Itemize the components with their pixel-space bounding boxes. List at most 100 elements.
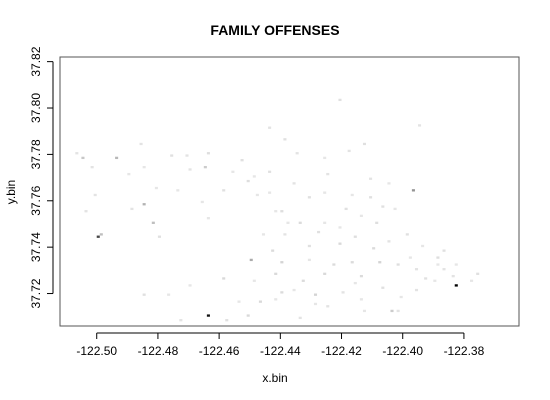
x-tick-label: -122.50 <box>76 344 117 358</box>
heatmap-cell <box>280 291 284 294</box>
heatmap-cell <box>369 196 373 199</box>
heatmap-cell <box>372 247 376 250</box>
heatmap-cell <box>142 165 146 169</box>
heatmap-cell <box>283 138 287 141</box>
heatmap-cell <box>99 233 103 236</box>
heatmap-cell <box>451 274 455 278</box>
heatmap-cell <box>353 281 357 285</box>
heatmap-cell <box>206 217 210 220</box>
heatmap-cell <box>353 235 357 238</box>
heatmap-cell <box>271 249 275 252</box>
heatmap-cells <box>75 98 480 322</box>
heatmap-cell <box>246 179 250 183</box>
heatmap-cell <box>393 207 397 211</box>
plot-frame <box>59 56 520 327</box>
heatmap-cell <box>362 309 366 313</box>
heatmap-cell <box>411 189 415 192</box>
heatmap-cell <box>231 170 235 173</box>
heatmap-cell <box>206 152 210 155</box>
heatmap-cell <box>381 286 385 289</box>
heatmap-cell <box>274 298 278 301</box>
heatmap-cell <box>252 279 256 282</box>
heatmap-cell <box>142 203 146 206</box>
heatmap-cell <box>203 165 207 169</box>
heatmap-cell <box>246 314 250 317</box>
heatmap-cell <box>268 191 272 194</box>
heatmap-cell <box>286 221 290 224</box>
heatmap-cell <box>130 207 134 211</box>
heatmap-cell <box>206 314 210 317</box>
x-axis: -122.50 -122.48 -122.46 -122.44 -122.42 -122.… <box>76 332 485 358</box>
y-tick-label: 37.72 <box>29 278 43 308</box>
heatmap-cell <box>179 319 183 322</box>
heatmap-cell <box>405 233 409 236</box>
heatmap-cell <box>188 284 192 287</box>
chart-title: FAMILY OFFENSES <box>210 22 340 38</box>
heatmap-cell <box>93 193 97 197</box>
heatmap-cell <box>326 305 330 308</box>
heatmap-cell <box>323 191 327 194</box>
heatmap-cell <box>84 210 88 213</box>
x-tick-label: -122.48 <box>138 344 179 358</box>
heatmap-cell <box>139 142 143 146</box>
heatmap-cell <box>268 170 272 173</box>
heatmap-cell <box>350 261 354 264</box>
heatmap-cell <box>313 293 318 296</box>
heatmap-cell <box>359 298 363 301</box>
x-tick-label: -122.46 <box>199 344 240 358</box>
heatmap-cell <box>280 261 284 264</box>
heatmap-cell <box>157 235 161 238</box>
heatmap-cell <box>454 263 458 266</box>
heatmap-cell <box>115 156 119 160</box>
heatmap-cell <box>301 279 305 282</box>
heatmap-cell <box>454 284 458 287</box>
x-axis-label: x.bin <box>262 371 288 385</box>
y-tick-label: 37.80 <box>29 93 43 123</box>
heatmap-cell <box>142 293 146 296</box>
heatmap-cell <box>359 214 363 218</box>
y-tick-label: 37.76 <box>29 185 43 215</box>
heatmap-cell <box>237 300 241 303</box>
heatmap-cell <box>295 152 299 155</box>
heatmap-cell <box>188 168 192 171</box>
y-tick-label: 37.82 <box>29 46 43 76</box>
y-axis-label: y.bin <box>4 179 18 205</box>
heatmap-cell <box>359 274 363 278</box>
heatmap-cell <box>280 210 284 213</box>
heatmap-cell <box>338 242 342 245</box>
heatmap-cell <box>390 309 394 313</box>
heatmap-cell <box>200 200 204 204</box>
heatmap-cell <box>369 177 373 180</box>
heatmap-cell <box>414 288 419 292</box>
heatmap-cell <box>249 258 253 262</box>
heatmap-cell <box>323 272 327 275</box>
heatmap-cell <box>338 226 342 229</box>
heatmap-cell <box>268 126 272 129</box>
heatmap-cell <box>167 293 171 296</box>
heatmap-cell <box>387 182 391 185</box>
heatmap-cell <box>127 172 131 176</box>
heatmap-cell <box>75 152 79 155</box>
heatmap-cell <box>399 295 403 299</box>
heatmap-cell <box>258 300 262 303</box>
heatmap-cell <box>317 230 321 234</box>
heatmap-cell <box>326 172 330 176</box>
x-tick-label: -122.40 <box>382 344 423 358</box>
heatmap-cell <box>185 154 189 157</box>
heatmap-cell <box>396 309 400 313</box>
heatmap-cell <box>222 277 226 280</box>
heatmap-cell <box>240 159 244 162</box>
heatmap-cell <box>414 268 419 271</box>
heatmap-cell <box>252 175 256 178</box>
heatmap-cell <box>222 189 226 192</box>
heatmap-cell <box>387 240 391 243</box>
heatmap-cell <box>338 98 342 102</box>
heatmap-cell <box>341 291 345 294</box>
heatmap-cell <box>225 319 229 322</box>
heatmap-cell <box>323 156 327 160</box>
heatmap-cell <box>307 196 311 199</box>
heatmap-cell <box>274 210 278 213</box>
heatmap-cell <box>298 316 302 320</box>
heatmap-cell <box>307 258 311 262</box>
